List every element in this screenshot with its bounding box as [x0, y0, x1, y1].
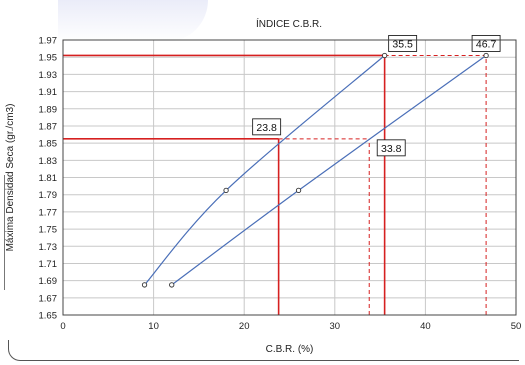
side-divider: [4, 175, 5, 290]
chart-title: ÍNDICE C.B.R.: [256, 17, 322, 30]
x-tick-label: 10: [148, 321, 159, 332]
y-tick-label: 1.95: [39, 53, 58, 64]
data-point: [295, 187, 302, 194]
annotation-box: [252, 118, 282, 136]
x-tick-label: 0: [60, 321, 65, 332]
curves: [141, 52, 489, 288]
data-point: [483, 52, 489, 59]
grid-lines: [62, 39, 517, 316]
y-tick-label: 1.85: [39, 139, 58, 150]
annotation-label: 33.8: [381, 143, 402, 155]
frame-bracket: [8, 340, 519, 361]
x-tick-label: 40: [420, 321, 431, 332]
plot-area-border: [62, 39, 517, 316]
y-tick-label: 1.97: [39, 36, 58, 47]
x-axis-label: C.B.R. (%): [266, 344, 314, 355]
y-tick-label: 1.75: [39, 225, 58, 236]
annotations: 35.5 46.7 23.8 33.8: [252, 35, 501, 157]
reference-lines: [63, 54, 487, 315]
y-tick-label: 1.77: [39, 207, 58, 218]
x-tick-label: 20: [239, 321, 250, 332]
tick-labels: 1.65 1.67 1.69 1.71 1.73 1.75 1.77 1.79 1.81 1.83…: [39, 36, 522, 333]
annotation-label: 35.5: [392, 38, 413, 50]
x-tick-label: 50: [511, 321, 522, 332]
annotation-box: [471, 35, 501, 52]
series-line: [144, 55, 386, 286]
y-tick-label: 1.79: [39, 190, 58, 201]
data-point: [223, 187, 229, 194]
background-watermark: [58, 0, 208, 42]
y-tick-label: 1.67: [39, 293, 58, 304]
y-tick-label: 1.71: [39, 259, 58, 270]
series-line: [171, 54, 487, 286]
annotation-label: 23.8: [256, 122, 277, 134]
annotation-box: [376, 139, 406, 157]
annotation-box: [388, 35, 418, 52]
y-axis-label: Máxima Densidad Seca (gr./cm3): [5, 104, 16, 252]
x-tick-label: 30: [330, 321, 341, 332]
y-tick-label: 1.65: [39, 311, 58, 322]
y-tick-label: 1.89: [39, 104, 58, 115]
data-point: [169, 282, 175, 288]
y-tick-label: 1.83: [39, 156, 58, 167]
annotation-label: 46.7: [476, 38, 497, 50]
y-tick-label: 1.91: [39, 87, 58, 98]
y-tick-label: 1.93: [39, 70, 58, 81]
data-point: [381, 52, 388, 59]
data-point: [141, 282, 148, 288]
y-tick-label: 1.69: [39, 276, 58, 287]
y-tick-label: 1.81: [39, 173, 58, 184]
y-tick-label: 1.87: [39, 121, 58, 132]
y-tick-label: 1.73: [39, 242, 58, 253]
